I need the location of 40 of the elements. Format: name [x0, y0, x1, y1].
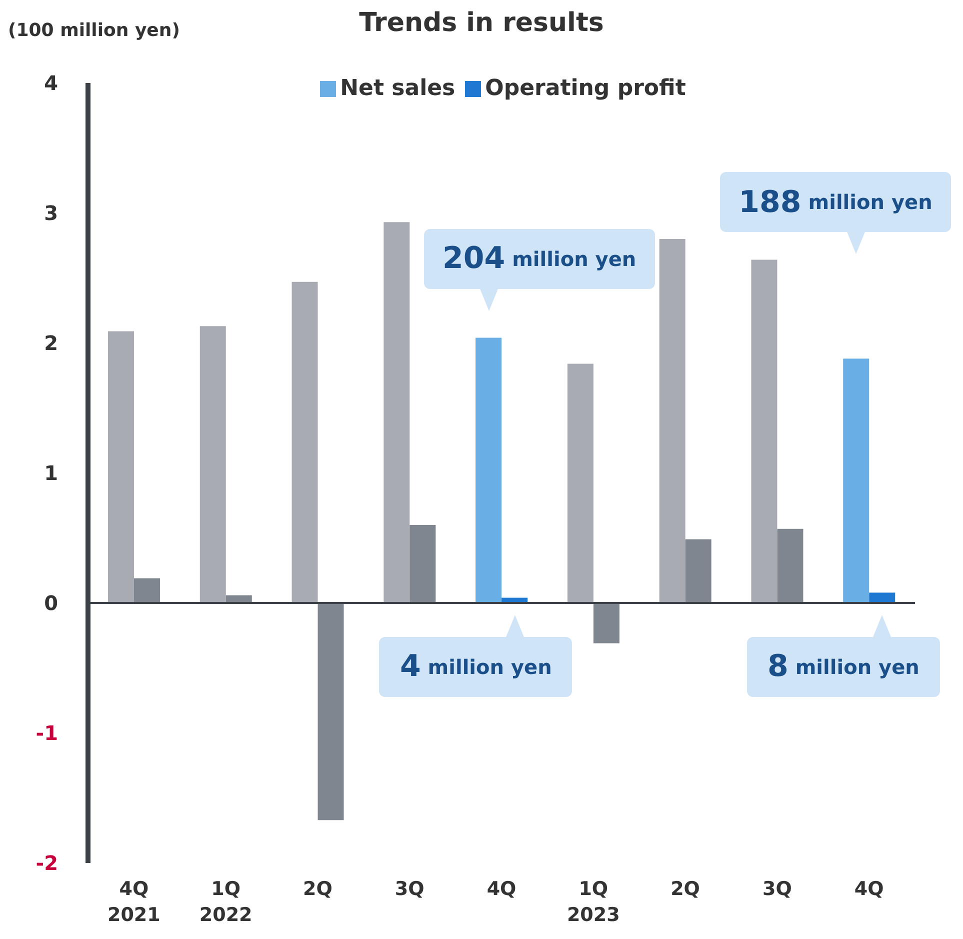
y-tick-label: -2 [36, 851, 58, 875]
bar [384, 222, 410, 603]
bar [410, 525, 436, 603]
bar [685, 539, 712, 603]
bar [134, 578, 160, 603]
x-tick-label: 3Q [762, 878, 792, 900]
bar [200, 326, 226, 603]
bar [593, 603, 620, 644]
x-tick-label: 2Q [303, 878, 332, 900]
x-tick-label: 3Q [394, 878, 424, 900]
x-tick-label: 1Q 2022 [199, 878, 252, 926]
annotation: 4 million yen [400, 649, 552, 684]
bar [292, 282, 318, 603]
bar [843, 358, 870, 603]
x-tick-label: 2Q [670, 878, 700, 900]
annotation: 8 million yen [768, 649, 920, 684]
x-tick-label: 4Q [486, 878, 516, 900]
x-tick-label: 4Q 2021 [108, 878, 160, 926]
y-tick-label: 1 [44, 461, 58, 485]
bar [869, 592, 896, 603]
chart-title: Trends in results [359, 8, 604, 38]
y-axis-title: (100 million yen) [8, 20, 180, 41]
x-tick-label: 4Q [854, 878, 884, 900]
bar [318, 603, 344, 820]
legend-label: Net sales [340, 76, 456, 101]
y-tick-label: 3 [44, 201, 58, 225]
annotation: 188 million yen [738, 184, 932, 220]
bar [567, 364, 594, 603]
y-tick-label: 2 [44, 331, 58, 355]
bar [108, 331, 134, 603]
bar [751, 260, 778, 603]
x-tick-label: 1Q 2023 [566, 878, 620, 926]
bar [777, 528, 804, 603]
bar [659, 239, 686, 603]
legend-label: Operating profit [485, 76, 686, 101]
y-tick-label: 0 [44, 591, 58, 615]
y-tick-label: 4 [44, 71, 58, 95]
y-tick-label: -1 [36, 721, 58, 745]
annotation: 204 million yen [442, 241, 636, 276]
bar [476, 338, 502, 603]
